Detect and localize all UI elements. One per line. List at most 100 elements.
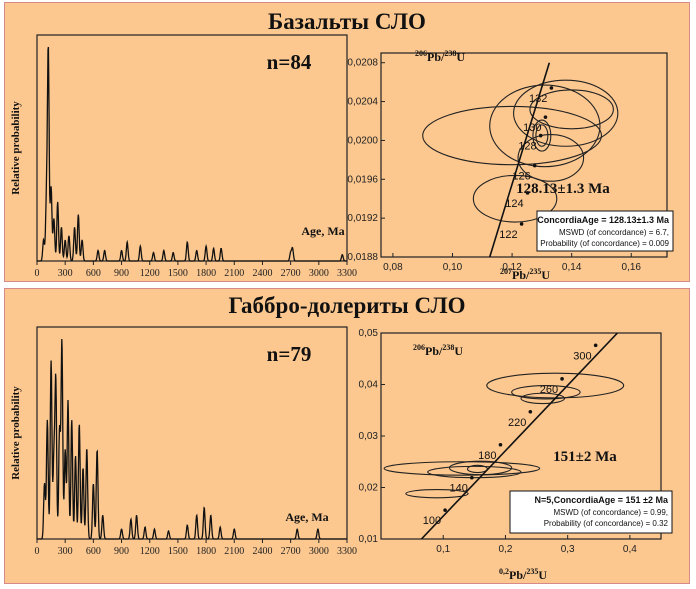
y-label-sup1: 206 [415,49,427,58]
error-ellipse [529,89,614,130]
concordia-content: 100 140 180 220 260 300 [383,333,625,539]
gabbro-charts: 0 300 600 900 1200 1500 1800 2100 2400 2700 3000 33… [10,326,673,582]
age-mark [519,222,524,226]
x-tick-label: 0,16 [622,262,642,273]
age-mark [549,86,554,90]
y-axis-label: 206Pb/238U [413,343,463,358]
n-count-label: n=84 [267,50,312,74]
box-probability: Probability (of concordance) = 0.32 [544,519,669,528]
panel-title: Габбро-долериты СЛО [228,293,466,318]
x-tick-label: 2100 [224,268,244,279]
y-tick-label: 0,03 [359,431,379,442]
x-label-sup2: 235 [526,567,538,576]
y-axis-label: Relative probability [10,101,22,195]
x-tick-label: 600 [86,546,101,557]
x-axis-label: Age, Ma [301,224,344,238]
y-tick-label: 0,01 [359,534,379,545]
age-mark-label: 122 [499,229,517,241]
y-label-sup1: 206 [413,343,425,352]
x-tick-label: 0,1 [436,544,450,555]
x-tick-label: 1800 [196,268,216,279]
x-tick-label: 900 [114,546,129,557]
x-tick-label: 2700 [281,546,301,557]
x-axis-label: 207Pb/235U [500,267,550,282]
age-mark [532,163,537,168]
concordia-content: 122 124 126 128 130 132 [422,62,619,257]
y-label-part: Pb/ [425,344,443,358]
basalt-charts: 0 300 600 900 1200 1500 1800 2100 2400 2700 3000 33… [10,34,674,282]
y-label-sup2: 238 [442,343,454,352]
x-tick-label: 3000 [309,268,329,279]
basalt-panel: Базальты СЛО 0 300 600 900 1200 1500 1800 2100 2… [4,2,690,282]
error-ellipse [427,465,522,479]
box-mswd: MSWD (of concordance) = 6.7, [559,228,669,237]
error-ellipse [448,460,513,476]
error-ellipse [511,384,581,400]
y-tick-label: 0,0188 [347,252,378,263]
age-mark-label: 140 [449,483,467,495]
x-tick-label: 3300 [337,546,357,557]
x-tick-label: 3000 [309,546,329,557]
age-mark [560,377,564,381]
y-tick-label: 0,05 [359,328,379,339]
x-tick-label: 0,3 [561,544,575,555]
error-ellipse [489,84,601,168]
concordia-frame [380,52,668,258]
age-mark-label: 220 [508,417,526,429]
x-tick-label: 0,12 [502,262,522,273]
error-ellipse [520,392,566,405]
y-tick-label: 0,0196 [347,174,378,185]
age-mark [525,191,530,195]
y-label-part: U [454,344,463,358]
box-title: N=5,ConcordiaAge = 151 ±2 Ma [535,495,669,505]
x-tick-label: 0,2 [498,544,512,555]
age-mark-label: 128 [518,141,536,153]
y-axis-label: 206Pb/238U [415,49,465,64]
concordia-age-label: 128.13±1.3 Ma [516,181,610,197]
concordia-result-box [509,490,673,534]
error-ellipse [535,124,549,147]
y-label-sup2: 238 [444,49,456,58]
age-mark-label: 100 [423,515,441,527]
age-mark-label: 130 [523,122,541,134]
gabbro-panel: Габбро-долериты СЛО 0 300 600 900 1200 1500 18… [4,288,690,584]
age-mark [538,133,543,138]
probability-curve [37,338,347,540]
x-label-part: U [538,568,547,582]
x-tick-label: 0 [35,546,40,557]
error-ellipse [383,461,541,476]
x-tick-label: 1200 [140,268,160,279]
box-probability: Probability (of concordance) = 0.009 [540,239,669,248]
y-tick-label: 0,0208 [347,58,378,69]
age-mark [528,409,533,414]
x-label-part: U [541,268,550,282]
age-mark-label: 126 [512,171,530,183]
y-tick-label: 0,0200 [347,135,378,146]
x-tick-label: 2700 [281,268,301,279]
y-tick-label: 0,0204 [347,97,378,108]
y-axis-label: Relative probability [10,386,22,480]
x-label-part: Pb/ [512,268,530,282]
age-mark-label: 180 [478,450,496,462]
x-tick-label: 1800 [196,546,216,557]
age-mark [543,115,548,119]
age-mark-label: 260 [540,384,558,396]
concordia-curve [420,333,619,539]
age-mark [593,343,598,348]
error-ellipse [405,489,469,499]
age-mark [443,508,447,512]
x-tick-label: 2400 [252,268,272,279]
x-tick-label: 0 [35,268,40,279]
x-tick-label: 900 [114,268,129,279]
x-tick-label: 1200 [140,546,160,557]
x-tick-label: 1500 [168,268,188,279]
x-tick-label: 0,14 [562,262,582,273]
age-mark [498,442,503,447]
y-label-part: U [456,50,465,64]
x-label-sup2: 235 [529,267,541,276]
x-tick-label: 300 [58,268,73,279]
age-mark-label: 300 [573,350,591,362]
x-tick-label: 300 [58,546,73,557]
probability-curve [37,46,347,262]
y-tick-label: 0,02 [359,483,379,494]
